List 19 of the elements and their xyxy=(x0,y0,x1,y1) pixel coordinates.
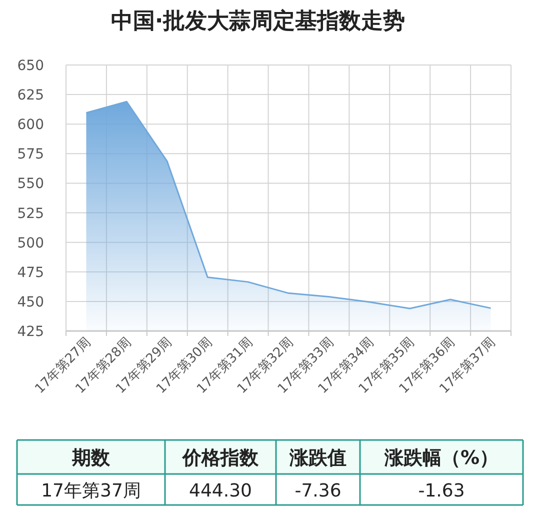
y-tick-label: 600 xyxy=(17,117,44,134)
y-tick-label: 425 xyxy=(17,324,44,340)
y-tick-label: 625 xyxy=(17,88,44,104)
text: 期数 xyxy=(71,447,111,469)
chart-title: 中国·批发大蒜周定基指数走势 xyxy=(110,8,406,34)
y-tick-label: 525 xyxy=(17,206,44,222)
y-tick-label: 550 xyxy=(17,176,44,192)
text: -7.36 xyxy=(294,480,342,502)
y-tick-label: 650 xyxy=(17,58,44,74)
y-tick-label: 500 xyxy=(17,235,44,252)
y-tick-label: 475 xyxy=(17,264,44,281)
text: 涨跌值 xyxy=(288,447,346,469)
text: 17年第37周 xyxy=(41,480,141,502)
text: 涨跌幅（%） xyxy=(383,447,499,469)
text: 444.30 xyxy=(189,480,252,502)
text: 价格指数 xyxy=(182,447,260,469)
y-tick-label: 450 xyxy=(17,294,44,310)
text: -1.63 xyxy=(418,480,465,502)
y-tick-label: 575 xyxy=(17,146,44,163)
